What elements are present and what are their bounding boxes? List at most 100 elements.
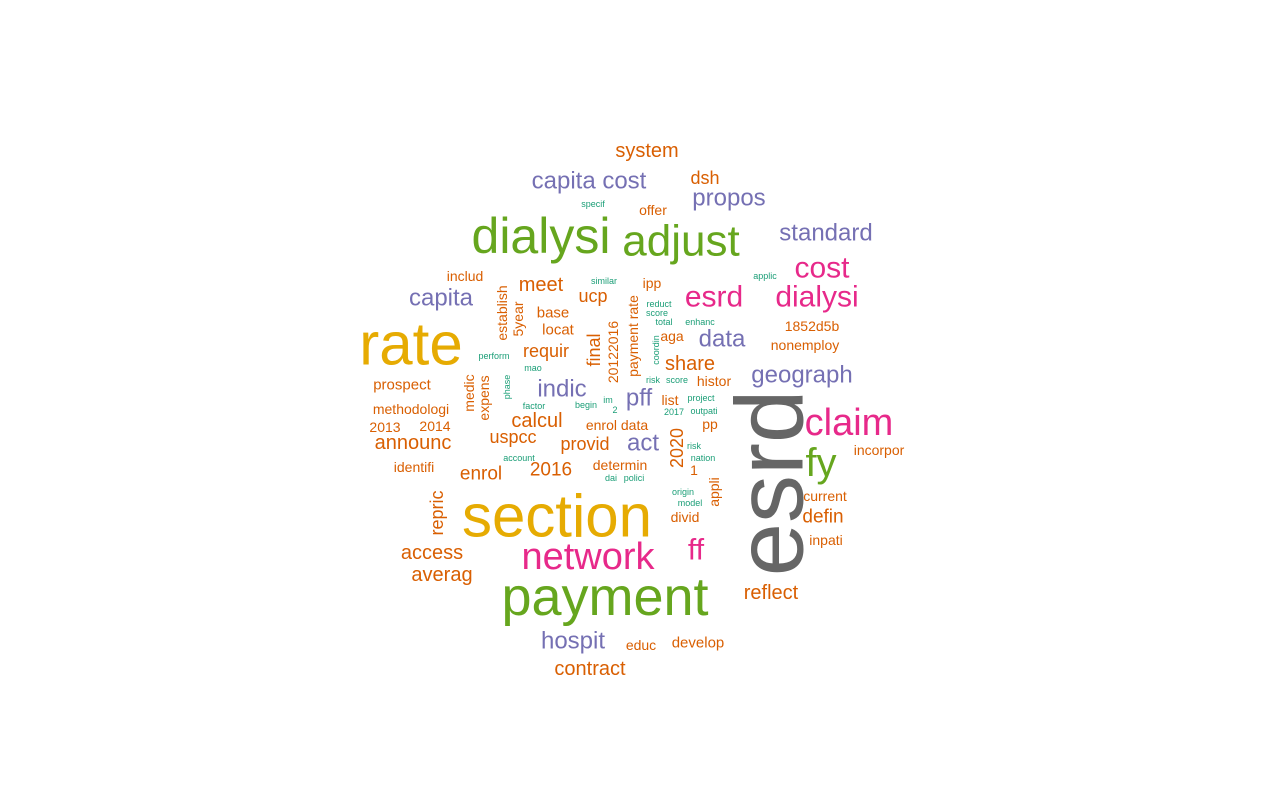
word-risk: risk	[687, 441, 701, 451]
word-prospect: prospect	[373, 377, 431, 394]
word-outpati: outpati	[690, 406, 717, 416]
word-dialysi: dialysi	[775, 281, 858, 314]
word-medic: medic	[461, 374, 477, 411]
word-section: section	[462, 483, 652, 550]
word-geograph: geograph	[751, 362, 852, 389]
word-current: current	[803, 488, 847, 504]
word-enrol: enrol	[460, 464, 502, 485]
word-2017: 2017	[664, 407, 684, 417]
word-capita-cost: capita cost	[532, 168, 647, 195]
word-applic: applic	[753, 271, 777, 281]
word-announc: announc	[375, 432, 452, 454]
word-includ: includ	[447, 268, 484, 284]
word-factor: factor	[523, 401, 546, 411]
word-perform: perform	[478, 351, 509, 361]
word-nation: nation	[691, 453, 716, 463]
word-polici: polici	[624, 473, 645, 483]
word-averag: averag	[411, 564, 472, 586]
word-access: access	[401, 542, 463, 564]
word-similar: similar	[591, 276, 617, 286]
word-expens: expens	[476, 375, 492, 420]
word-appli: appli	[706, 477, 722, 507]
word-esrd: esrd	[685, 281, 743, 314]
word-requir: requir	[523, 341, 569, 361]
word-coordin: coordin	[651, 335, 661, 365]
word-cost: cost	[794, 252, 850, 285]
word-identifi: identifi	[394, 459, 434, 475]
word-enrol-data: enrol data	[586, 417, 648, 433]
word-dsh: dsh	[690, 168, 719, 188]
word-reflect: reflect	[744, 582, 799, 604]
word-1: 1	[690, 462, 698, 478]
word-rate: rate	[359, 311, 462, 378]
word-claim: claim	[805, 402, 894, 444]
word-adjust: adjust	[622, 217, 739, 266]
word-score: score	[646, 308, 668, 318]
word-develop: develop	[672, 635, 725, 652]
word-act: act	[627, 430, 659, 457]
word-final: final	[584, 333, 604, 366]
word-locat: locat	[542, 322, 575, 339]
word-pff: pff	[626, 385, 653, 412]
word-dai: dai	[605, 473, 617, 483]
word-aga: aga	[660, 328, 684, 344]
word-educ: educ	[626, 637, 656, 653]
word-5year: 5year	[510, 301, 526, 336]
word-methodologi: methodologi	[373, 401, 449, 417]
word-2014: 2014	[419, 418, 450, 434]
word-project: project	[687, 393, 715, 403]
word-determin: determin	[593, 457, 647, 473]
word-account: account	[503, 453, 535, 463]
word-specif: specif	[581, 199, 605, 209]
word-meet: meet	[519, 274, 564, 296]
word-dialysi: dialysi	[472, 208, 611, 264]
word-pp: pp	[702, 416, 718, 432]
word-data: data	[699, 326, 746, 353]
word-esrd: esrd	[717, 390, 824, 577]
word-defin: defin	[802, 507, 843, 528]
word-2013: 2013	[369, 419, 400, 435]
word-provid: provid	[560, 434, 609, 454]
word-indic: indic	[537, 376, 586, 403]
word-capita: capita	[409, 285, 474, 312]
word-20122016: 20122016	[605, 321, 621, 384]
word-begin: begin	[575, 400, 597, 410]
word-nonemploy: nonemploy	[771, 337, 840, 353]
word-2020: 2020	[667, 428, 687, 468]
word-risk: risk	[646, 375, 660, 385]
word-ucp: ucp	[578, 286, 607, 306]
word-share: share	[665, 353, 715, 375]
word-ff: ff	[688, 534, 705, 567]
word-calcul: calcul	[511, 410, 562, 432]
word-contract: contract	[554, 658, 626, 680]
word-origin: origin	[672, 487, 694, 497]
word-list: list	[661, 392, 678, 408]
word-2016: 2016	[530, 460, 572, 481]
word-standard: standard	[779, 220, 872, 247]
word-inpati: inpati	[809, 532, 842, 548]
word-payment: payment	[501, 567, 708, 627]
word-total: total	[655, 317, 672, 327]
word-incorpor: incorpor	[854, 442, 905, 458]
word-reduct: reduct	[646, 299, 672, 309]
word-ipp: ipp	[643, 275, 662, 291]
word-2: 2	[612, 405, 617, 415]
word-system: system	[615, 140, 678, 162]
word-offer: offer	[639, 202, 667, 218]
word-establish: establish	[494, 285, 510, 340]
word-divid: divid	[671, 509, 700, 525]
word-fy: fy	[805, 441, 836, 485]
word-hospit: hospit	[541, 628, 605, 655]
word-propos: propos	[692, 185, 765, 212]
word-enhanc: enhanc	[685, 317, 715, 327]
word-phase: phase	[502, 375, 512, 400]
word-score: score	[666, 375, 688, 385]
word-uspcc: uspcc	[489, 427, 536, 447]
word-payment-rate: payment rate	[625, 295, 641, 377]
word-mao: mao	[524, 363, 542, 373]
word-model: model	[678, 498, 703, 508]
word-1852d5b: 1852d5b	[785, 318, 840, 334]
word-base: base	[537, 305, 570, 322]
word-repric: repric	[427, 490, 447, 535]
